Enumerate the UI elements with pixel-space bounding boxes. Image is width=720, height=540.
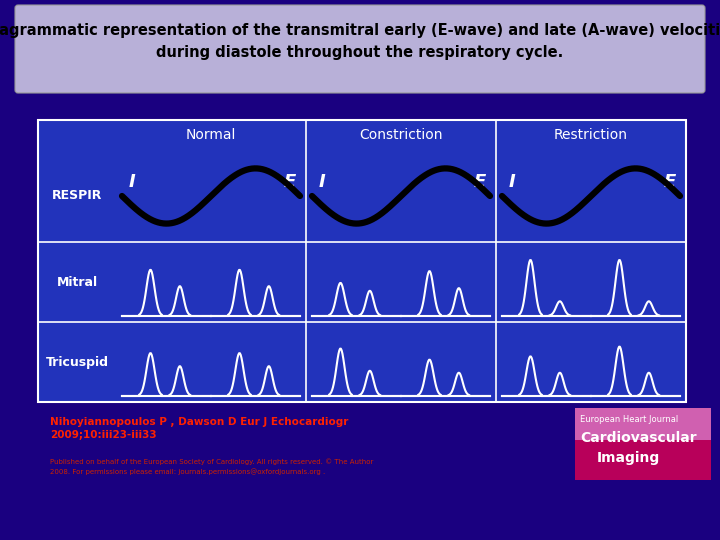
Text: E: E [474, 173, 486, 191]
Text: Cardiovascular: Cardiovascular [580, 431, 697, 446]
Text: Tricuspid: Tricuspid [45, 355, 109, 369]
Text: Constriction: Constriction [359, 128, 443, 142]
Text: Restriction: Restriction [554, 128, 628, 142]
Text: E: E [664, 173, 676, 191]
Text: Published on behalf of the European Society of Cardiology. All rights reserved. : Published on behalf of the European Soci… [50, 458, 374, 465]
Text: E: E [284, 173, 296, 191]
Text: 2009;10:iii23-iii33: 2009;10:iii23-iii33 [50, 430, 157, 440]
FancyBboxPatch shape [15, 5, 705, 93]
Bar [575, 408, 711, 441]
Text: during diastole throughout the respiratory cycle.: during diastole throughout the respirato… [156, 44, 564, 59]
Text: Imaging: Imaging [597, 451, 660, 465]
Text: 2008. For permissions please email: journals.permissions@oxfordjournals.org .: 2008. For permissions please email: jour… [50, 469, 325, 475]
Text: Normal: Normal [186, 128, 236, 142]
Text: I: I [319, 173, 325, 191]
Text: Nihoyiannopoulos P , Dawson D Eur J Echocardiogr: Nihoyiannopoulos P , Dawson D Eur J Echo… [50, 417, 348, 427]
Text: I: I [129, 173, 135, 191]
Text: European Heart Journal: European Heart Journal [580, 415, 678, 424]
Text: Mitral: Mitral [56, 275, 98, 288]
Bar [575, 441, 711, 480]
Text: RESPIR: RESPIR [52, 190, 102, 202]
Text: Diagrammatic representation of the transmitral early (E-wave) and late (A-wave) : Diagrammatic representation of the trans… [0, 23, 720, 37]
Text: I: I [508, 173, 516, 191]
Bar [38, 120, 686, 402]
